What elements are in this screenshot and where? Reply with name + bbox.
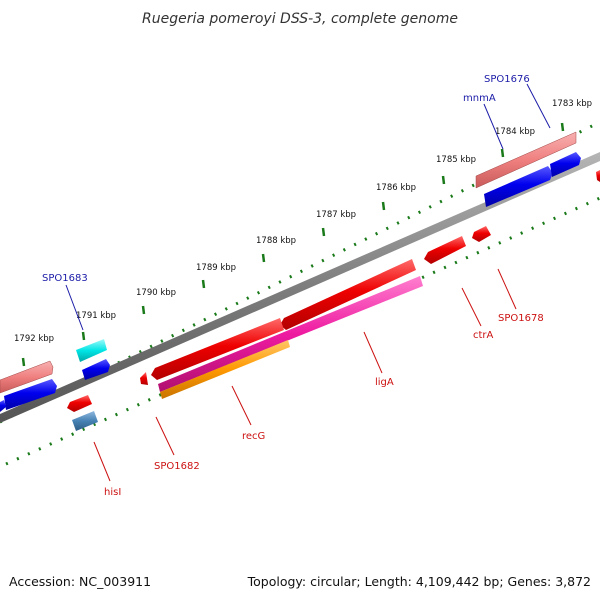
tick-label: 1783 kbp [552,99,592,109]
tick-label: 1784 kbp [495,127,535,137]
tick-labels: 1783 kbp 1784 kbp 1785 kbp 1786 kbp 1787… [14,99,592,344]
tick-label: 1786 kbp [376,183,416,193]
feature-rrna[interactable] [0,360,54,394]
tick-label: 1785 kbp [436,155,476,165]
label-leader-line [497,268,517,310]
major-tick [81,331,86,341]
forward-strand-features [0,131,581,412]
major-tick [21,357,26,367]
feature-cds-forward[interactable] [4,379,57,410]
feature-rrna[interactable] [475,131,577,189]
feature-trna[interactable] [76,339,107,362]
label-leader-line [231,385,252,426]
feature-misc[interactable] [160,340,290,399]
accession-text: Accession: NC_003911 [9,574,152,589]
feature-misc[interactable] [72,411,98,431]
feature-cds-reverse[interactable] [596,170,600,182]
gene-label-ctra[interactable]: ctrA [473,330,494,341]
major-tick [500,148,505,158]
gene-label-spo1683[interactable]: SPO1683 [42,273,88,284]
map-title: Ruegeria pomeroyi DSS-3, complete genome [142,11,458,27]
tick-label: 1792 kbp [14,334,54,344]
label-leader-line [483,103,504,150]
gene-label-spo1678[interactable]: SPO1678 [498,313,544,324]
tick-label: 1791 kbp [76,311,116,321]
major-tick [560,122,565,132]
label-leader-line [93,441,111,482]
feature-cds-reverse[interactable] [67,395,92,412]
feature-cds-forward[interactable] [0,400,6,412]
feature-cds-forward[interactable] [550,152,581,177]
tick-label: 1788 kbp [256,236,296,246]
tick-label: 1790 kbp [136,288,176,298]
gene-label-liga[interactable]: ligA [375,377,394,388]
feature-cds-forward[interactable] [82,359,110,380]
reverse-strand-features [67,170,600,431]
tick-label: 1789 kbp [196,263,236,273]
feature-cds-forward[interactable] [484,166,553,207]
major-tick [201,279,206,289]
major-tick [321,227,326,237]
reverse-gene-labels: SPO1678 ctrA ligA recG SPO1682 hisI [93,268,544,498]
gene-label-spo1682[interactable]: SPO1682 [154,461,200,472]
label-leader-line [526,83,551,129]
genome-backbone [0,152,600,423]
feature-cds-reverse[interactable] [280,259,416,330]
label-leader-line [363,331,383,374]
major-tick [261,253,266,263]
gene-label-recg[interactable]: recG [242,431,265,442]
major-tick-marks [21,122,565,367]
feature-cds-reverse[interactable] [472,226,491,242]
major-tick [141,305,146,315]
genome-summary-text: Topology: circular; Length: 4,109,442 bp… [247,574,591,589]
feature-misc[interactable] [158,276,423,392]
major-tick [381,201,386,211]
gene-label-mnma[interactable]: mnmA [463,93,496,104]
gene-label-hisi[interactable]: hisI [104,487,121,498]
feature-cds-reverse[interactable] [424,236,466,264]
feature-cds-reverse[interactable] [140,372,148,385]
label-leader-line [461,287,482,327]
gene-label-spo1676[interactable]: SPO1676 [484,74,530,85]
major-tick [441,175,446,185]
label-leader-line [65,284,84,331]
forward-gene-labels: SPO1676 mnmA SPO1683 [42,74,551,331]
tick-label: 1787 kbp [316,210,356,220]
label-leader-line [155,416,175,456]
feature-cds-reverse[interactable] [151,318,284,380]
